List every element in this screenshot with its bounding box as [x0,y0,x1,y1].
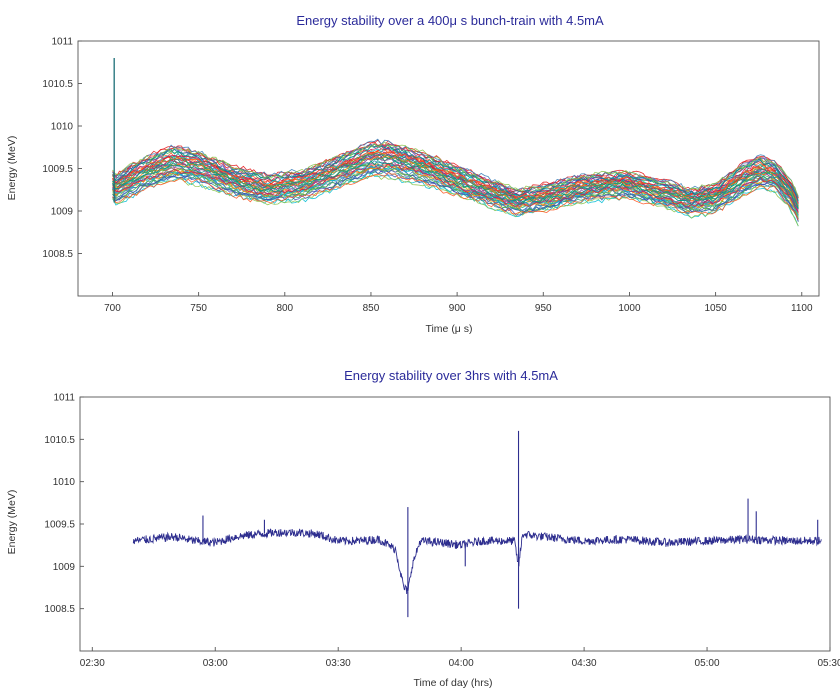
chart2-title: Energy stability over 3hrs with 4.5mA [344,368,558,383]
chart1-x-ticks: 700 750 800 850 900 950 1000 1050 1100 [104,292,813,314]
chart1-x-axis-label: Time (μ s) [425,323,472,335]
chart1-x-tick-label: 800 [276,303,293,314]
chart1-y-tick-label: 1010 [51,122,74,133]
chart1-trace [112,172,799,221]
chart2-y-ticks: 1011 1010.5 1010 1009.5 1009 1008.5 [44,393,84,615]
chart1-trace [112,156,799,209]
chart2-y-tick-label: 1010 [53,477,76,488]
chart1-y-tick-label: 1009.5 [42,164,73,175]
chart2-trace [132,528,822,595]
chart1-x-tick-label: 1000 [618,303,641,314]
chart2-x-tick-label: 05:00 [695,658,720,669]
chart2-y-tick-label: 1010.5 [44,435,75,446]
chart2-x-tick-label: 04:00 [449,658,474,669]
chart2-x-axis-label: Time of day (hrs) [414,677,493,689]
chart1-trace [112,163,799,215]
chart2-x-ticks: 02:30 03:00 03:30 04:00 04:30 05:00 05:30 [80,647,840,669]
chart2-x-tick-label: 02:30 [80,658,105,669]
chart2-x-tick-label: 05:30 [817,658,840,669]
chart1-trace [112,141,799,196]
chart-energy-3hrs: Energy stability over 3hrs with 4.5mA 02… [6,368,840,689]
chart1-y-ticks: 1011 1010.5 1010 1009.5 1009 1008.5 [42,37,82,260]
chart2-y-tick-label: 1011 [53,393,75,404]
chart1-traces [112,58,799,227]
chart1-x-tick-label: 750 [190,303,207,314]
chart2-y-tick-label: 1009.5 [44,520,75,531]
chart2-x-tick-label: 03:30 [326,658,351,669]
chart2-x-tick-label: 04:30 [572,658,597,669]
chart1-y-tick-label: 1011 [51,37,73,48]
chart1-y-axis-label: Energy (MeV) [6,136,18,201]
chart1-trace [112,154,799,209]
chart1-x-tick-label: 1100 [791,303,813,314]
chart1-x-tick-label: 900 [449,303,466,314]
chart1-x-tick-label: 950 [535,303,552,314]
chart2-traces [132,430,822,618]
chart-energy-bunch-train: Energy stability over a 400μ s bunch-tra… [6,13,820,335]
chart1-y-tick-label: 1010.5 [42,79,73,90]
chart2-plot-frame [79,396,831,652]
chart1-trace [112,166,799,222]
chart1-y-tick-label: 1009 [51,207,74,218]
chart1-y-tick-label: 1008.5 [42,249,73,260]
chart2-y-tick-label: 1008.5 [44,604,75,615]
chart2-x-tick-label: 03:00 [203,658,228,669]
chart1-x-tick-label: 1050 [704,303,727,314]
chart2-y-axis-label: Energy (MeV) [6,490,18,555]
chart1-x-tick-label: 700 [104,303,121,314]
chart1-title: Energy stability over a 400μ s bunch-tra… [296,13,604,28]
chart1-trace [112,160,799,210]
chart1-x-tick-label: 850 [363,303,380,314]
chart2-y-tick-label: 1009 [53,562,76,573]
chart1-trace [112,168,799,222]
chart1-trace [112,138,799,198]
